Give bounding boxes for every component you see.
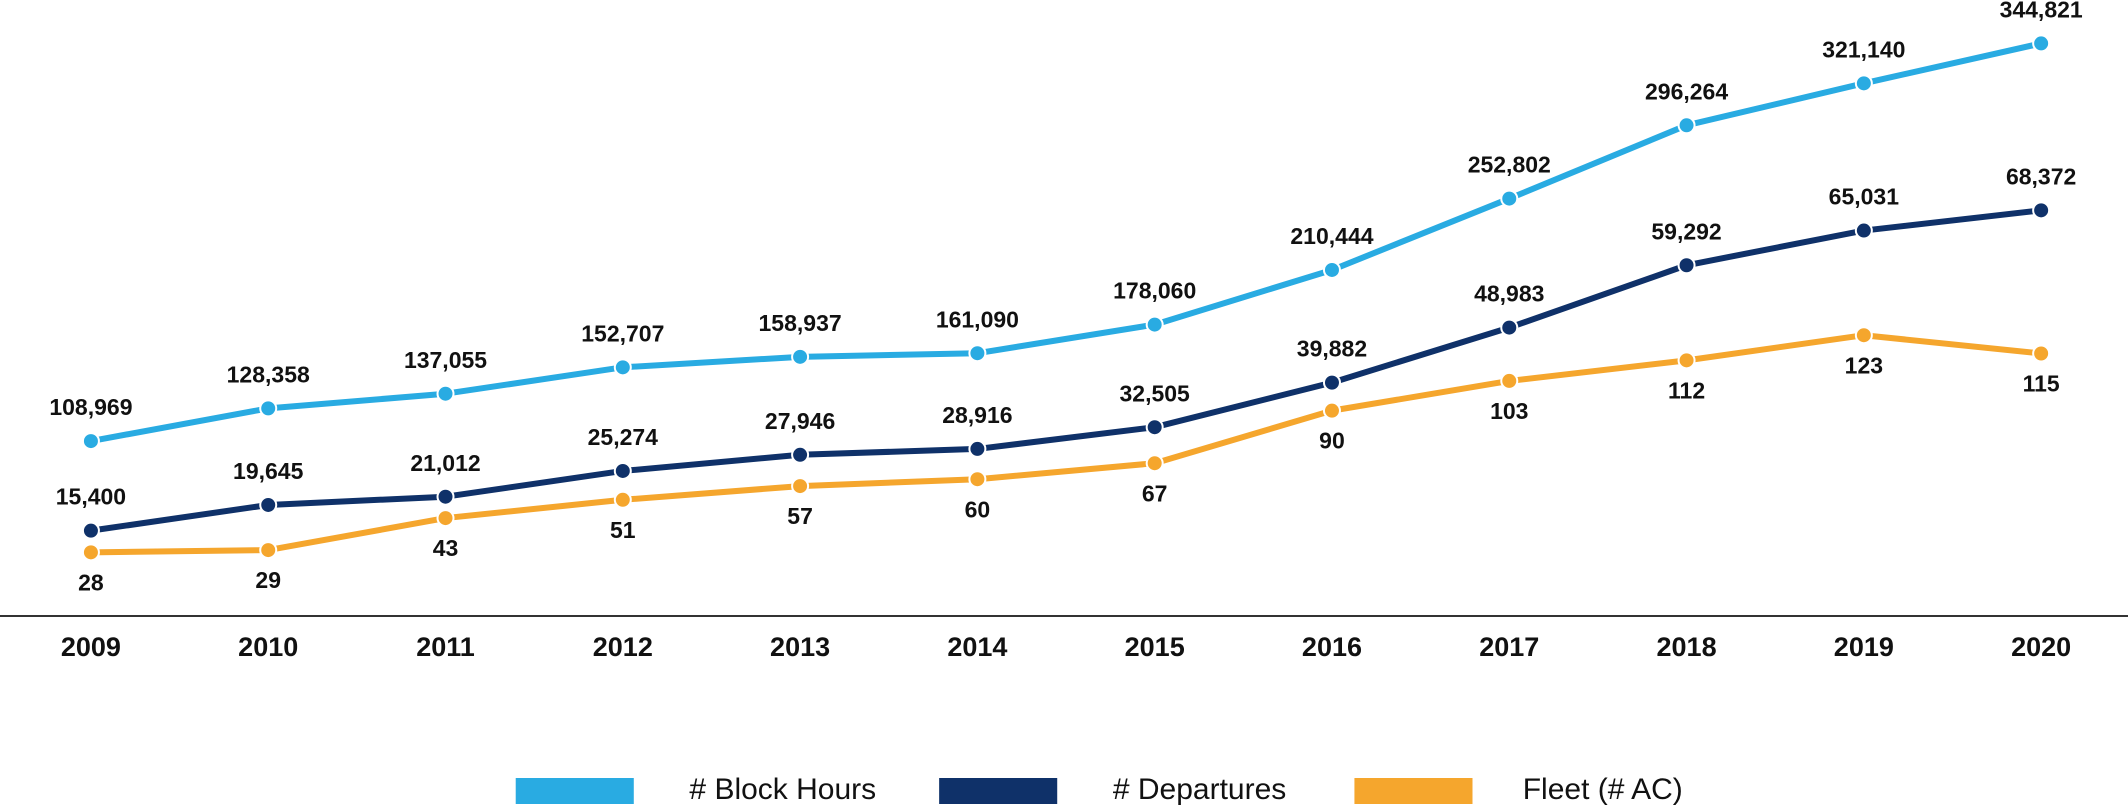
data-label: 161,090 — [936, 306, 1019, 332]
data-label: 115 — [2023, 371, 2060, 397]
data-point — [259, 399, 278, 418]
data-label: 27,946 — [765, 408, 835, 434]
data-point — [259, 541, 278, 560]
legend-swatch — [1354, 778, 1473, 804]
data-label: 51 — [610, 517, 636, 543]
x-tick-label: 2013 — [770, 632, 830, 662]
data-point — [968, 470, 987, 489]
data-point — [791, 445, 810, 464]
data-label: 57 — [787, 503, 813, 529]
data-label: 296,264 — [1645, 78, 1728, 104]
data-label: 128,358 — [227, 361, 310, 387]
data-label: 68,372 — [2006, 163, 2076, 189]
data-label: 67 — [1142, 480, 1168, 506]
series-line — [90, 207, 2042, 534]
data-point — [968, 344, 987, 363]
data-label: 252,802 — [1468, 152, 1551, 178]
x-tick-label: 2012 — [593, 632, 653, 662]
data-label: 39,882 — [1297, 336, 1367, 362]
data-point — [1145, 315, 1164, 334]
data-label: 65,031 — [1829, 184, 1900, 210]
data-label: 344,821 — [2000, 0, 2083, 23]
data-label: 28,916 — [942, 402, 1012, 428]
data-point — [81, 521, 100, 540]
data-label: 28 — [78, 569, 104, 595]
legend-swatch — [515, 778, 634, 804]
data-label: 152,707 — [581, 320, 664, 346]
data-label: 59,292 — [1651, 218, 1721, 244]
data-point — [436, 509, 455, 528]
data-point — [1677, 116, 1696, 135]
data-point — [1145, 454, 1164, 473]
data-label: 158,937 — [759, 310, 842, 336]
data-label: 19,645 — [233, 458, 304, 484]
x-tick-label: 2015 — [1125, 632, 1185, 662]
legend-label: # Departures — [1113, 773, 1286, 806]
data-point — [81, 543, 100, 562]
data-point — [436, 487, 455, 506]
data-point — [1854, 326, 1873, 345]
data-point — [1322, 401, 1341, 420]
data-label: 90 — [1319, 428, 1345, 454]
x-tick-label: 2016 — [1302, 632, 1362, 662]
data-point — [1854, 74, 1873, 93]
data-point — [613, 461, 632, 480]
data-label: 178,060 — [1113, 278, 1196, 304]
x-tick-label: 2017 — [1479, 632, 1539, 662]
data-point — [791, 347, 810, 366]
data-point — [613, 490, 632, 509]
x-tick-label: 2009 — [61, 632, 121, 662]
x-tick-label: 2019 — [1834, 632, 1894, 662]
data-label: 112 — [1668, 377, 1705, 403]
data-point — [1854, 221, 1873, 240]
data-point — [1500, 189, 1519, 208]
data-point — [1500, 318, 1519, 337]
data-point — [1677, 351, 1696, 370]
data-point — [81, 432, 100, 451]
data-label: 43 — [433, 535, 459, 561]
data-point — [1145, 418, 1164, 437]
data-label: 48,983 — [1474, 281, 1544, 307]
data-point — [1322, 373, 1341, 392]
data-label: 137,055 — [404, 347, 487, 373]
data-label: 321,140 — [1822, 36, 1905, 62]
data-label: 103 — [1490, 398, 1528, 424]
x-tick-label: 2011 — [416, 632, 475, 662]
data-label: 29 — [255, 567, 281, 593]
data-label: 210,444 — [1290, 223, 1373, 249]
data-point — [259, 495, 278, 514]
series-line — [90, 332, 2042, 556]
data-label: 32,505 — [1120, 380, 1191, 406]
x-tick-label: 2018 — [1657, 632, 1717, 662]
data-point — [436, 384, 455, 403]
data-label: 123 — [1845, 352, 1883, 378]
data-point — [2032, 34, 2051, 53]
data-label: 108,969 — [49, 394, 132, 420]
legend-label: # Block Hours — [689, 773, 876, 806]
data-label: 21,012 — [410, 450, 480, 476]
data-point — [1500, 371, 1519, 390]
legend-swatch — [939, 778, 1058, 804]
data-point — [2032, 201, 2051, 220]
data-label: 15,400 — [56, 484, 126, 510]
x-tick-label: 2020 — [2011, 632, 2071, 662]
data-point — [2032, 344, 2051, 363]
data-point — [791, 477, 810, 496]
x-tick-label: 2010 — [238, 632, 298, 662]
data-point — [1322, 260, 1341, 279]
series-line — [90, 40, 2042, 445]
x-tick-label: 2014 — [947, 632, 1007, 662]
data-point — [613, 358, 632, 377]
data-label: 60 — [965, 496, 991, 522]
data-point — [1677, 256, 1696, 275]
data-label: 25,274 — [588, 424, 659, 450]
legend-label: Fleet (# AC) — [1523, 773, 1683, 806]
data-point — [968, 439, 987, 458]
